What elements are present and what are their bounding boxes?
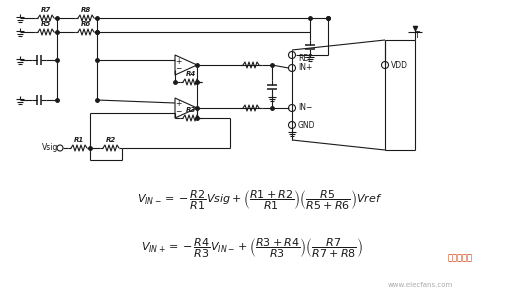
Text: R7: R7 xyxy=(41,8,51,14)
Text: R3: R3 xyxy=(186,107,196,113)
Text: VDD: VDD xyxy=(391,61,408,70)
Text: REF: REF xyxy=(298,54,313,63)
Text: +: + xyxy=(175,100,181,108)
Text: GND: GND xyxy=(298,120,315,129)
Text: R8: R8 xyxy=(81,8,91,14)
Text: 电子发烧友: 电子发烧友 xyxy=(447,253,472,262)
Text: −: − xyxy=(175,107,181,116)
Text: T: T xyxy=(414,32,420,41)
Text: R6: R6 xyxy=(81,21,91,27)
Text: R2: R2 xyxy=(106,138,116,144)
Text: IN+: IN+ xyxy=(298,64,312,73)
Text: $V_{IN+} = -\dfrac{R4}{R3}V_{IN-} + \left(\dfrac{R3+R4}{R3}\right)\left(\dfrac{R: $V_{IN+} = -\dfrac{R4}{R3}V_{IN-} + \lef… xyxy=(141,236,363,260)
Text: R5: R5 xyxy=(41,21,51,27)
Text: R1: R1 xyxy=(74,138,84,144)
Text: +: + xyxy=(175,57,181,66)
Text: Vsig: Vsig xyxy=(42,144,58,153)
Text: −: − xyxy=(175,64,181,73)
Text: IN−: IN− xyxy=(298,104,312,113)
Text: www.elecfans.com: www.elecfans.com xyxy=(387,282,453,288)
Text: $V_{IN-} = -\dfrac{R2}{R1}Vsig + \left(\dfrac{R1+R2}{R1}\right)\left(\dfrac{R5}{: $V_{IN-} = -\dfrac{R2}{R1}Vsig + \left(\… xyxy=(137,188,383,212)
Text: R4: R4 xyxy=(186,72,196,77)
